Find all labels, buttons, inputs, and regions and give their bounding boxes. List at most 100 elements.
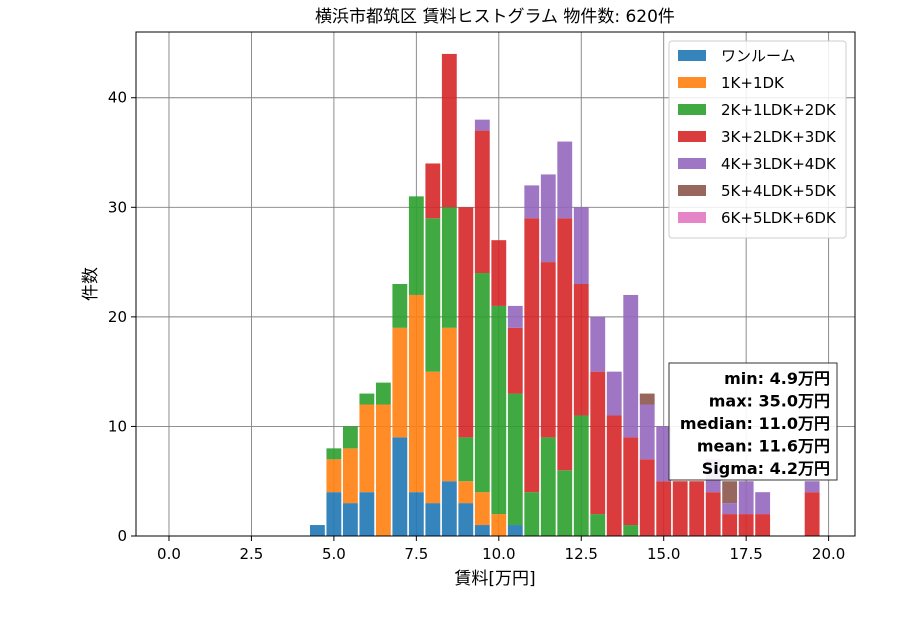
bar-4-bin-20 <box>639 404 655 460</box>
bar-3-bin-14 <box>540 262 556 438</box>
bar-3-bin-25 <box>722 514 738 536</box>
stats-box-frame <box>668 362 838 481</box>
bar-3-bin-22 <box>672 481 688 536</box>
x-tick-label: 2.5 <box>240 545 264 563</box>
bar-2-bin-4 <box>375 382 391 405</box>
y-axis-ticks: 0 10 20 30 40 <box>108 89 136 545</box>
bar-4-bin-14 <box>540 174 556 263</box>
stats-line: mean: 11.6万円 <box>697 437 830 456</box>
bar-2-bin-5 <box>392 284 408 328</box>
legend-label: 1K+1DK <box>721 74 785 92</box>
bar-3-bin-24 <box>705 492 721 536</box>
bar-2-bin-17 <box>590 514 606 536</box>
bar-0-bin-2 <box>342 503 358 536</box>
x-tick-label: 5.0 <box>322 545 346 563</box>
bar-2-bin-8 <box>441 207 457 328</box>
x-axis-ticks: 0.0 2.5 5.0 7.5 10.0 12.5 15.0 17.5 20.0 <box>157 536 845 563</box>
bar-2-bin-19 <box>623 525 639 536</box>
bar-1-bin-7 <box>425 371 441 504</box>
legend-swatch <box>678 131 706 142</box>
bar-1-bin-8 <box>441 327 457 482</box>
legend-swatch <box>678 50 706 61</box>
bar-0-bin-1 <box>326 492 342 536</box>
bar-4-bin-18 <box>606 371 622 416</box>
bar-1-bin-6 <box>408 294 424 493</box>
chart-title: 横浜市都筑区 賃料ヒストグラム 物件数: 620件 <box>315 7 675 27</box>
bar-3-bin-18 <box>606 415 622 536</box>
bar-4-bin-30 <box>804 481 820 493</box>
legend-label: 4K+3LDK+4DK <box>721 155 837 173</box>
legend-box <box>668 40 847 239</box>
bar-0-bin-8 <box>441 481 457 536</box>
legend-swatch <box>678 185 706 196</box>
bar-4-bin-27 <box>755 492 771 515</box>
legend-swatch <box>678 212 706 223</box>
bar-0-bin-7 <box>425 503 441 536</box>
bar-0-bin-12 <box>507 525 523 536</box>
bar-2-bin-11 <box>491 305 507 515</box>
bar-3-bin-9 <box>458 207 474 438</box>
bar-2-bin-13 <box>524 492 540 536</box>
stats-line: max: 35.0万円 <box>709 392 830 411</box>
bar-4-bin-26 <box>738 481 754 515</box>
bar-3-bin-7 <box>425 163 441 219</box>
bar-1-bin-1 <box>326 459 342 493</box>
bar-3-bin-12 <box>507 327 523 394</box>
legend-label: 6K+5LDK+6DK <box>721 209 837 227</box>
bar-3-bin-10 <box>474 130 490 274</box>
bar-4-bin-17 <box>590 316 606 372</box>
x-tick-label: 20.0 <box>812 545 845 563</box>
bar-2-bin-3 <box>359 393 375 405</box>
legend-swatch <box>678 158 706 169</box>
bar-3-bin-19 <box>623 437 639 526</box>
x-tick-label: 12.5 <box>565 545 598 563</box>
x-tick-label: 17.5 <box>729 545 762 563</box>
bar-3-bin-23 <box>689 481 705 536</box>
y-tick-label: 40 <box>108 89 127 107</box>
bar-3-bin-13 <box>524 218 540 493</box>
legend-label: ワンルーム <box>721 47 796 65</box>
bar-0-bin-5 <box>392 437 408 536</box>
legend-swatch <box>678 77 706 88</box>
legend-label: 3K+2LDK+3DK <box>721 128 837 146</box>
bar-1-bin-10 <box>474 492 490 526</box>
bar-5-bin-25 <box>722 481 738 504</box>
legend-swatch <box>678 104 706 115</box>
bar-0-bin-6 <box>408 492 424 536</box>
bar-4-bin-19 <box>623 294 639 438</box>
bar-2-bin-6 <box>408 196 424 295</box>
bar-3-bin-26 <box>738 514 754 536</box>
bar-3-bin-15 <box>557 218 573 471</box>
stats-line: min: 4.9万円 <box>724 369 830 388</box>
bar-1-bin-5 <box>392 327 408 438</box>
stats-line: Sigma: 4.2万円 <box>702 459 830 478</box>
bar-3-bin-11 <box>491 240 507 306</box>
x-tick-label: 7.5 <box>404 545 428 563</box>
y-tick-label: 0 <box>117 527 127 545</box>
bar-0-bin-0 <box>309 525 325 536</box>
stats-line: median: 11.0万円 <box>680 414 830 433</box>
legend-label: 5K+4LDK+5DK <box>721 182 837 200</box>
bar-2-bin-7 <box>425 218 441 372</box>
stats-box: min: 4.9万円 max: 35.0万円 median: 11.0万円 mean:… <box>668 362 838 481</box>
bar-3-bin-21 <box>656 481 672 536</box>
bar-1-bin-11 <box>491 514 507 536</box>
bar-4-bin-10 <box>474 119 490 131</box>
bar-2-bin-9 <box>458 437 474 482</box>
bar-5-bin-20 <box>639 393 655 405</box>
bar-2-bin-12 <box>507 393 523 526</box>
bar-2-bin-14 <box>540 437 556 536</box>
bar-2-bin-15 <box>557 470 573 536</box>
bar-4-bin-12 <box>507 305 523 328</box>
bar-4-bin-15 <box>557 141 573 219</box>
bar-1-bin-3 <box>359 404 375 493</box>
bar-0-bin-10 <box>474 525 490 536</box>
x-axis-label: 賃料[万円] <box>454 569 535 589</box>
bar-4-bin-25 <box>722 503 738 515</box>
bar-1-bin-4 <box>375 404 391 536</box>
bar-3-bin-17 <box>590 371 606 515</box>
bar-2-bin-10 <box>474 273 490 493</box>
bar-2-bin-1 <box>326 448 342 460</box>
bar-1-bin-9 <box>458 481 474 504</box>
